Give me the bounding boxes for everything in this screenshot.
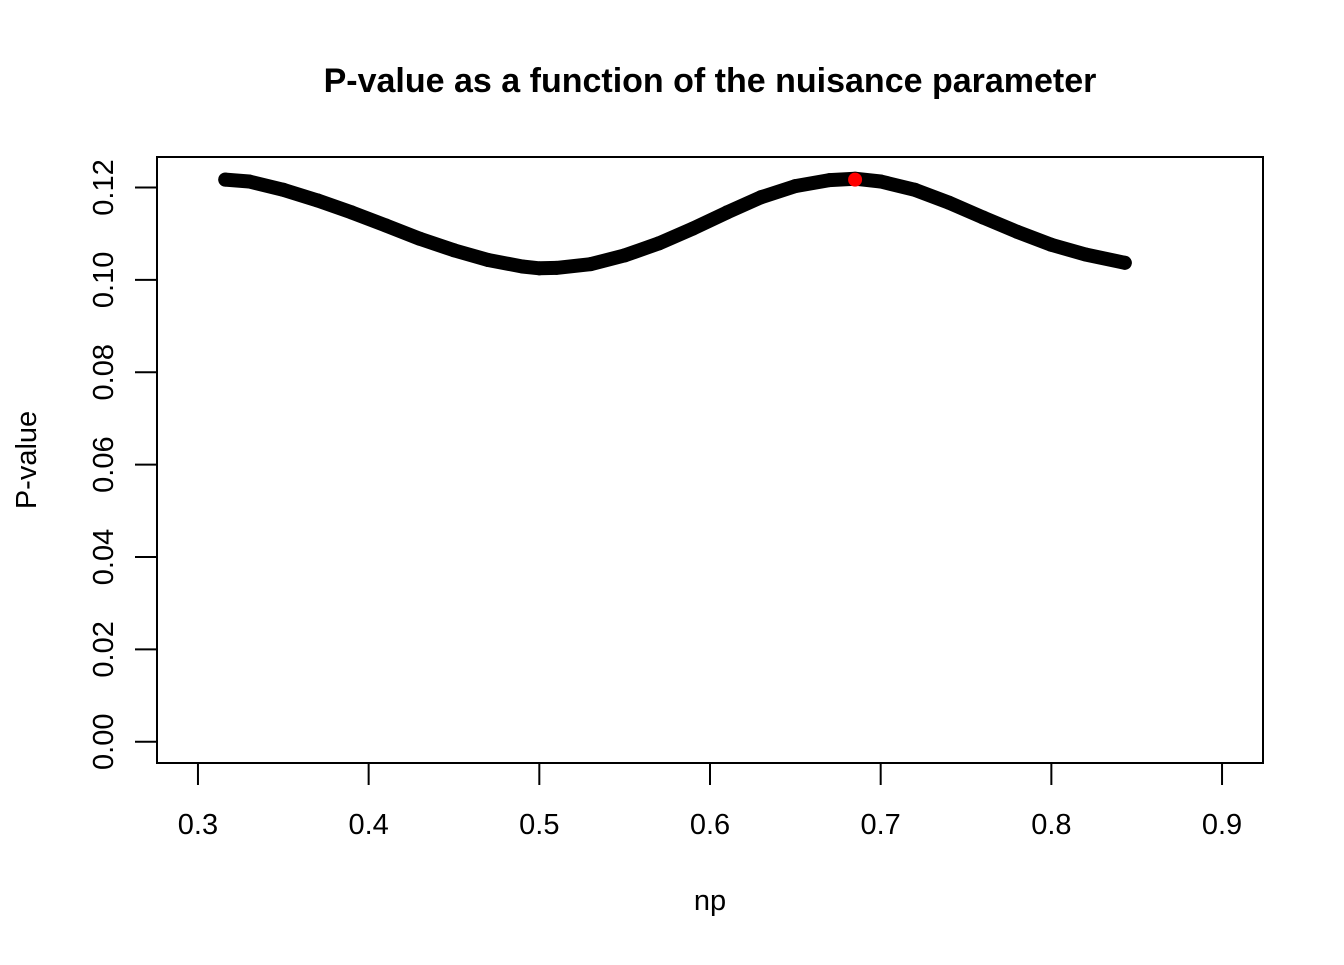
data-point [412, 231, 427, 246]
y-tick-label: 0.12 [88, 159, 120, 215]
data-point [481, 253, 496, 268]
data-point [218, 172, 233, 187]
data-point [515, 259, 530, 274]
data-point [941, 195, 956, 210]
y-tick-label: 0.06 [88, 436, 120, 492]
y-tick-label: 0.00 [88, 714, 120, 770]
x-tick-label: 0.8 [1031, 809, 1071, 841]
data-point [976, 210, 991, 225]
data-point [788, 179, 803, 194]
data-point [822, 173, 837, 188]
data-point [907, 182, 922, 197]
data-point [276, 182, 291, 197]
x-tick-label: 0.3 [178, 809, 218, 841]
data-point [1044, 237, 1059, 252]
data-point [754, 190, 769, 205]
series-layer [218, 171, 1132, 276]
data-point [685, 221, 700, 236]
x-axis-label: np [694, 885, 726, 917]
data-point [1010, 224, 1025, 239]
y-axis: 0.00 0.02 0.04 0.06 0.08 0.10 0.12 [88, 159, 158, 770]
data-point [873, 174, 888, 189]
x-tick-label: 0.9 [1202, 809, 1242, 841]
data-point [344, 205, 359, 220]
x-tick-label: 0.4 [348, 809, 388, 841]
series-curve [218, 171, 1132, 276]
chart-title: P-value as a function of the nuisance pa… [324, 62, 1097, 100]
highlight-point [848, 172, 863, 187]
data-point [446, 243, 461, 258]
data-point [532, 261, 547, 276]
data-point [242, 174, 257, 189]
data-point [310, 193, 325, 208]
y-tick-label: 0.10 [88, 252, 120, 308]
data-point [720, 205, 735, 220]
y-axis-label: P-value [11, 411, 43, 509]
data-point [549, 260, 564, 275]
y-tick-label: 0.02 [88, 621, 120, 677]
y-tick-label: 0.08 [88, 344, 120, 400]
x-tick-label: 0.7 [861, 809, 901, 841]
x-tick-label: 0.6 [690, 809, 730, 841]
data-point [1117, 255, 1132, 270]
data-point [1078, 247, 1093, 262]
data-point [617, 248, 632, 263]
data-point [378, 218, 393, 233]
plot-box [156, 156, 1264, 764]
x-axis: 0.3 0.4 0.5 0.6 0.7 0.8 0.9 [178, 762, 1242, 841]
x-tick-label: 0.5 [519, 809, 559, 841]
y-tick-label: 0.04 [88, 529, 120, 585]
data-point [583, 257, 598, 272]
data-point [651, 236, 666, 251]
